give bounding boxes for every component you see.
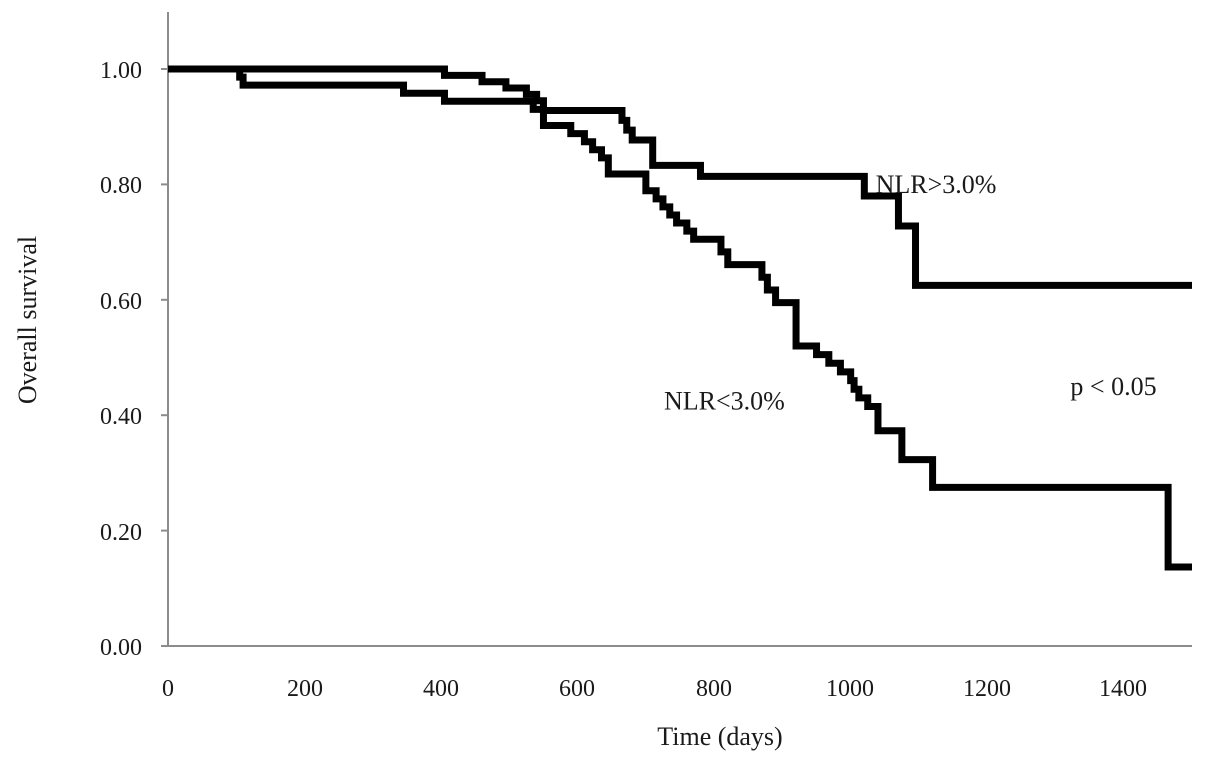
survival-curve [168,65,1192,289]
series-layer [168,65,1192,571]
y-tick-label: 0.60 [100,289,142,315]
curve-annotation: NLR<3.0% [664,386,785,415]
y-tick-label: 0.40 [100,404,142,430]
x-tick-label: 1000 [826,676,874,702]
x-tick-label: 200 [287,676,323,702]
y-tick-label: 0.00 [100,635,142,661]
x-tick-label: 1200 [963,676,1011,702]
curve-annotation: NLR>3.0% [876,170,997,199]
x-tick-label: 0 [162,676,174,702]
x-tick-label: 400 [423,676,459,702]
x-tick-label: 800 [696,676,732,702]
axes [161,12,1192,647]
x-axis-title: Time (days) [657,722,782,751]
y-tick-label: 0.80 [100,173,142,199]
y-axis-title: Overall survival [13,236,42,404]
y-tick-label: 1.00 [100,58,142,84]
curve-annotation: p < 0.05 [1070,372,1156,401]
x-tick-labels: 0 200 400 600 800 1000 1200 1400 [162,676,1147,702]
x-tick-label: 1400 [1099,676,1147,702]
annotations: NLR>3.0% NLR<3.0% p < 0.05 [664,170,1157,415]
y-tick-labels: 0.00 0.20 0.40 0.60 0.80 1.00 [100,58,142,661]
y-tick-label: 0.20 [100,520,142,546]
survival-curve [168,65,1192,571]
x-tick-label: 600 [559,676,595,702]
